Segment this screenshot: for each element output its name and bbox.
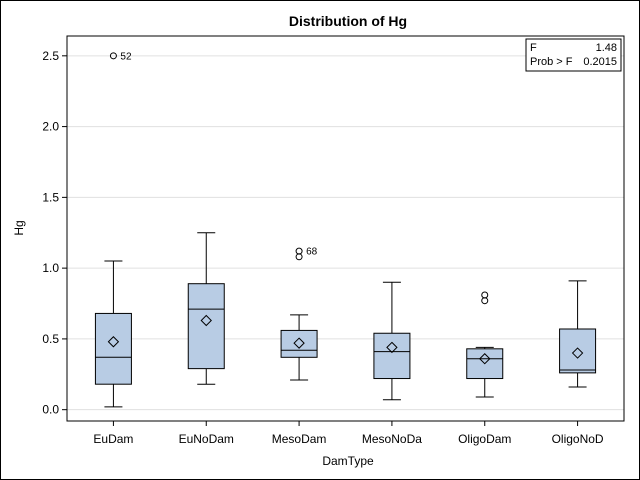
box-EuNoDam (187, 232, 225, 385)
outlier-point (109, 52, 117, 60)
box-MesoNoDa (373, 281, 411, 401)
mean-marker (479, 353, 491, 365)
box-EuDam: 52 (94, 51, 132, 408)
stats-box: F 1.48 Prob > F 0.2015 (525, 38, 622, 72)
box-iqr (559, 328, 597, 374)
plot-area (66, 35, 625, 422)
outlier-label: 52 (120, 51, 132, 62)
stat-label: F (530, 42, 537, 54)
x-axis: EuDam EuNoDam MesoDam MesoNoDa OligoDam Oligo… (93, 421, 604, 446)
y-tick-label: 0.0 (42, 403, 59, 417)
stats-box-border (525, 38, 622, 72)
y-tick-label: 2.0 (42, 120, 59, 134)
mean-marker (386, 341, 398, 354)
stat-value: 1.48 (596, 42, 617, 54)
outlier-point (295, 253, 303, 261)
box-OligoDam (466, 291, 504, 398)
y-tick-label: 0.5 (42, 332, 59, 346)
y-tick-label: 2.5 (42, 49, 59, 63)
box-MesoDam: 68 (280, 247, 318, 381)
x-tick-label: EuNoDam (179, 432, 234, 446)
box-iqr (280, 329, 318, 358)
x-tick-label: MesoDam (272, 432, 327, 446)
x-tick-label: MesoNoDa (362, 432, 422, 446)
chart-title: Distribution of Hg (289, 13, 407, 29)
box-iqr (373, 332, 411, 380)
box-OligoNoD (559, 280, 597, 388)
grid-lines (67, 55, 624, 411)
x-axis-label: DamType (322, 454, 374, 468)
y-tick-label: 1.0 (42, 261, 59, 275)
outlier-point (295, 247, 303, 255)
outlier-point (481, 297, 489, 305)
box-iqr (94, 312, 132, 385)
mean-marker (571, 347, 584, 359)
mean-marker (293, 337, 305, 349)
y-axis: 0.0 0.5 1.0 1.5 2.0 2.5 (42, 49, 67, 417)
y-axis-label: Hg (12, 220, 26, 235)
outlier-point (481, 291, 489, 299)
stat-label: Prob > F (530, 56, 573, 68)
x-tick-label: EuDam (93, 432, 133, 446)
x-tick-label: OligoNoD (552, 432, 604, 446)
outlier-label: 68 (306, 247, 318, 258)
y-tick-label: 1.5 (42, 190, 59, 204)
mean-marker (200, 314, 212, 327)
x-tick-label: OligoDam (458, 432, 511, 446)
boxes: 52 68 (94, 51, 597, 408)
stat-value: 0.2015 (583, 56, 617, 68)
mean-marker (107, 336, 120, 348)
